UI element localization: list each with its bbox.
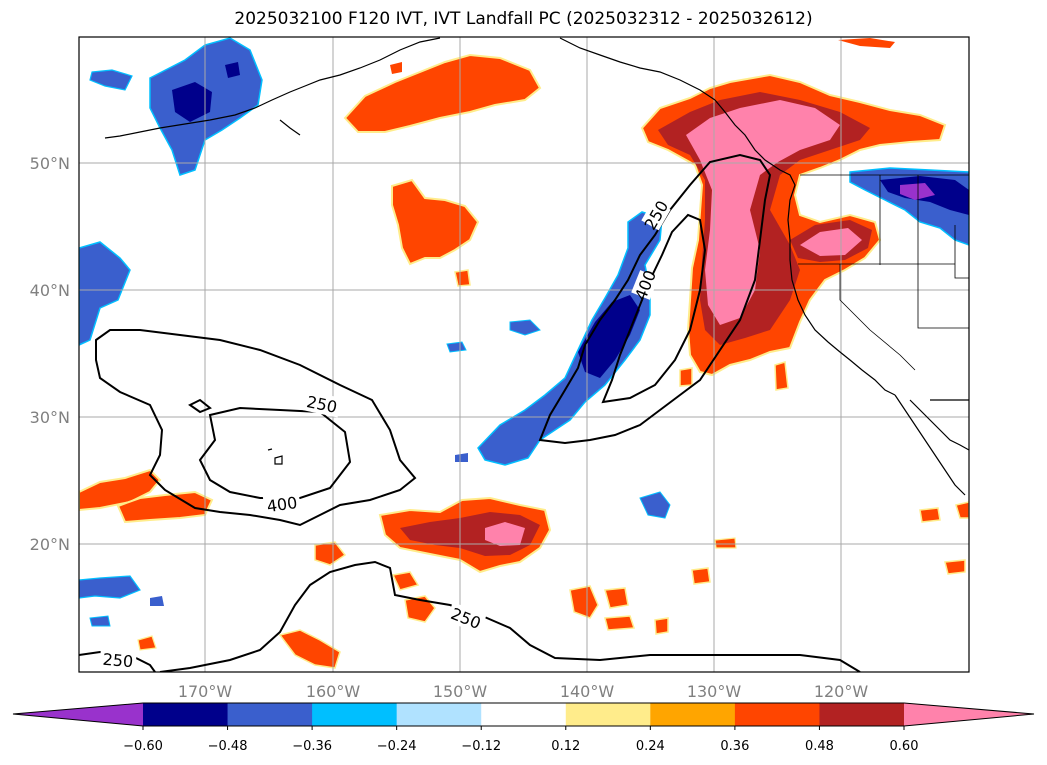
- colorbar-tick-label: −0.12: [461, 739, 501, 754]
- pos-region-mid-pacific: [391, 178, 480, 266]
- colorbar-segment: [396, 703, 482, 726]
- colorbar-tick-label: 0.48: [805, 739, 834, 754]
- lon-label-130w: 130°W: [687, 682, 742, 701]
- lon-label-170w: 170°W: [178, 682, 233, 701]
- ivt-contours: [79, 153, 861, 672]
- lon-label-160w: 160°W: [306, 682, 361, 701]
- colorbar-segment: [143, 703, 229, 726]
- contour-label-central-400: 400: [266, 493, 299, 516]
- ivt-contour-central-400: [198, 406, 352, 499]
- colorbar-segment: [734, 703, 820, 726]
- negative-pc-regions: [79, 37, 969, 627]
- longitude-labels: 170°W 160°W 150°W 140°W 130°W 120°W: [178, 682, 869, 701]
- latitude-labels: 50°N 40°N 30°N 20°N: [30, 154, 70, 554]
- colorbar-tick-label: −0.48: [208, 739, 248, 754]
- colorbar-segment: [565, 703, 651, 726]
- neg-region-gulf-alaska-core: [172, 82, 212, 122]
- pos-region-west-subtropical: [79, 468, 162, 512]
- pos-region-north-band: [343, 53, 542, 133]
- lon-label-120w: 120°W: [814, 682, 869, 701]
- colorbar-segment: [819, 703, 905, 726]
- colorbar-segment: [227, 703, 313, 726]
- colorbar-segment: [481, 703, 567, 726]
- ivt-contour-ar-250: [538, 153, 772, 445]
- colorbar-segment: [312, 703, 398, 726]
- ivt-contour-ar-400: [601, 213, 707, 404]
- lon-label-140w: 140°W: [560, 682, 615, 701]
- colorbar-tick-label: 0.12: [551, 739, 580, 754]
- colorbar-tick-label: 0.36: [720, 739, 749, 754]
- colorbar-tick-label: 0.24: [636, 739, 665, 754]
- colorbar-tick-label: −0.24: [377, 739, 417, 754]
- colorbar-segment: [650, 703, 736, 726]
- map-frame: [78, 36, 970, 673]
- lon-label-150w: 150°W: [433, 682, 488, 701]
- pos-region-west-coast-core: [686, 100, 840, 325]
- lat-label-20n: 20°N: [30, 535, 70, 554]
- lat-label-40n: 40°N: [30, 281, 70, 300]
- political-borders: [798, 174, 969, 371]
- colorbar: −0.60 −0.48 −0.36 −0.24 −0.12 0.12 0.24 0.36 0.4…: [12, 702, 1035, 754]
- neg-region-diagonal-core: [578, 295, 640, 378]
- contour-label-south-250-west: 250: [102, 650, 134, 672]
- colorbar-tick-label: −0.60: [123, 739, 163, 754]
- map-content: 250 400 250 400 250 250: [79, 37, 969, 672]
- positive-pc-regions: [79, 38, 969, 669]
- colorbar-extend-low: [13, 703, 143, 726]
- lat-label-30n: 30°N: [30, 408, 70, 427]
- map-title: 2025032100 F120 IVT, IVT Landfall PC (20…: [234, 9, 813, 29]
- colorbar-tick-label: 0.60: [890, 739, 919, 754]
- ivt-contour-central-250: [95, 329, 417, 527]
- graticule: [79, 37, 969, 672]
- colorbar-extend-high: [904, 703, 1034, 726]
- colorbar-tick-label: −0.36: [292, 739, 332, 754]
- lat-label-50n: 50°N: [30, 154, 70, 173]
- neg-region-west-edge: [79, 241, 131, 346]
- coastlines: [104, 37, 969, 496]
